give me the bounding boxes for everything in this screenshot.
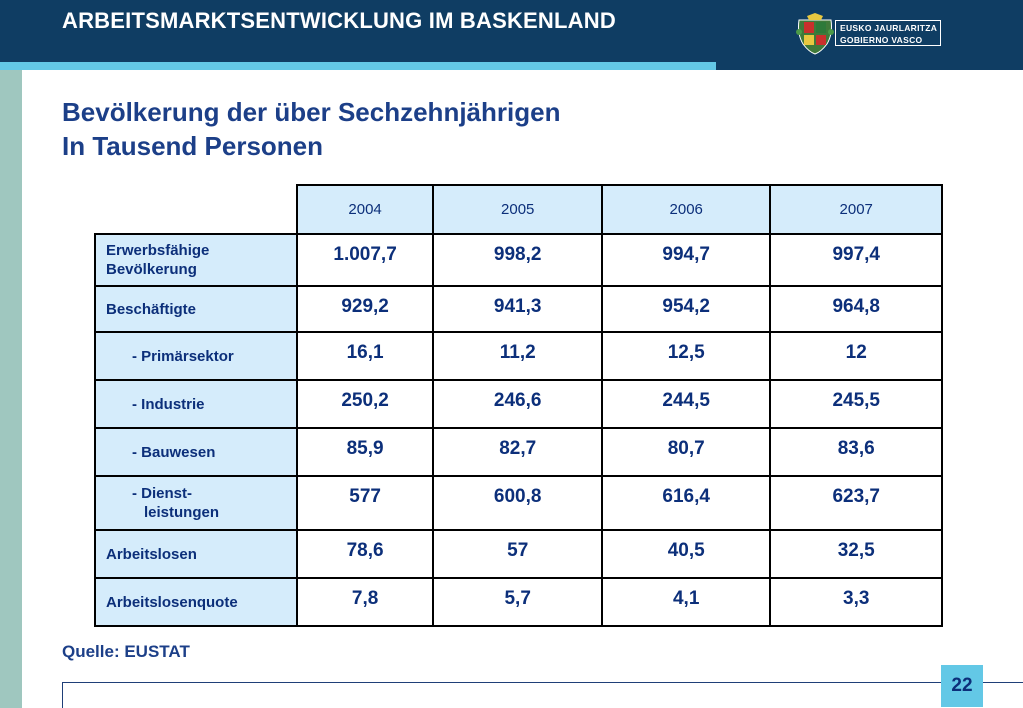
table-cell: 964,8 <box>769 285 943 333</box>
coat-of-arms-icon <box>796 13 834 55</box>
left-decorative-bar <box>0 70 22 708</box>
page-title-line2: In Tausend Personen <box>62 131 324 161</box>
table-cell: 600,8 <box>432 475 603 531</box>
table-cell: 12 <box>769 331 943 381</box>
row-label-text: - Dienst- <box>132 485 192 502</box>
table-cell: 82,7 <box>432 427 603 477</box>
year-header: 2007 <box>769 184 943 235</box>
row-label-beschaeftigte: Beschäftigte <box>94 285 298 333</box>
table-cell: 80,7 <box>600 427 772 477</box>
page-title: Bevölkerung der über Sechzehnjährigen In… <box>62 95 560 163</box>
table-row: - Industrie 250,2 246,6 244,5 245,5 <box>94 379 943 429</box>
labor-market-table: 2004 2005 2006 2007 Erwerbsfähige Bevölk… <box>94 184 943 627</box>
table-header-row: 2004 2005 2006 2007 <box>95 184 943 235</box>
table-cell: 997,4 <box>769 233 943 287</box>
footer-divider <box>62 682 1023 683</box>
table-cell: 941,3 <box>432 285 603 333</box>
page-title-line1: Bevölkerung der über Sechzehnjährigen <box>62 97 561 127</box>
header-bar <box>0 0 1023 70</box>
table-cell: 83,6 <box>769 427 943 477</box>
table-row: - Primärsektor 16,1 11,2 12,5 12 <box>94 331 943 381</box>
row-label-industrie: - Industrie <box>94 379 298 429</box>
table-cell: 5,7 <box>432 577 603 627</box>
basque-government-logo: EUSKO JAURLARITZA GOBIERNO VASCO <box>795 12 945 56</box>
table-cell: 1.007,7 <box>295 233 435 287</box>
row-label-arbeitslosenquote: Arbeitslosenquote <box>94 577 298 627</box>
table-cell: 32,5 <box>769 529 943 579</box>
footer-divider-tick <box>62 682 63 708</box>
row-label-dienstleistungen: - Dienst- leistungen <box>94 475 298 531</box>
table-corner-cell <box>95 185 297 234</box>
table-cell: 577 <box>295 475 435 531</box>
table-cell: 12,5 <box>600 331 772 381</box>
year-header: 2006 <box>600 184 772 235</box>
table-cell: 250,2 <box>295 379 435 429</box>
table-row: Beschäftigte 929,2 941,3 954,2 964,8 <box>94 285 943 333</box>
row-label-text: Bevölkerung <box>106 261 197 278</box>
table-cell: 998,2 <box>432 233 603 287</box>
table-row: Arbeitslosen 78,6 57 40,5 32,5 <box>94 529 943 579</box>
row-label-arbeitslosen: Arbeitslosen <box>94 529 298 579</box>
table-row: Arbeitslosenquote 7,8 5,7 4,1 3,3 <box>94 577 943 627</box>
header-title: ARBEITSMARKTSENTWICKLUNG IM BASKENLAND <box>62 8 616 33</box>
page-number: 22 <box>941 665 983 707</box>
table-cell: 623,7 <box>769 475 943 531</box>
table-cell: 3,3 <box>769 577 943 627</box>
table-cell: 57 <box>432 529 603 579</box>
table-cell: 11,2 <box>432 331 603 381</box>
table-cell: 244,5 <box>600 379 772 429</box>
logo-text-line2: GOBIERNO VASCO <box>840 35 923 45</box>
table-cell: 616,4 <box>600 475 772 531</box>
row-label-text: Erwerbsfähige <box>106 242 210 259</box>
table-cell: 4,1 <box>600 577 772 627</box>
table-row: Erwerbsfähige Bevölkerung 1.007,7 998,2 … <box>94 233 943 287</box>
table-cell: 85,9 <box>295 427 435 477</box>
table-cell: 40,5 <box>600 529 772 579</box>
year-header: 2005 <box>432 184 603 235</box>
row-label-primaersektor: - Primärsektor <box>94 331 298 381</box>
table-row: - Dienst- leistungen 577 600,8 616,4 623… <box>94 475 943 531</box>
table-cell: 16,1 <box>295 331 435 381</box>
source-note: Quelle: EUSTAT <box>62 642 190 661</box>
table-row: - Bauwesen 85,9 82,7 80,7 83,6 <box>94 427 943 477</box>
year-header: 2004 <box>295 184 435 235</box>
table-cell: 994,7 <box>600 233 772 287</box>
table-cell: 245,5 <box>769 379 943 429</box>
row-label-text: leistungen <box>144 504 220 521</box>
table-cell: 78,6 <box>295 529 435 579</box>
header-accent-strip <box>0 62 716 70</box>
logo-text-line1: EUSKO JAURLARITZA <box>840 23 938 33</box>
table-cell: 954,2 <box>600 285 772 333</box>
table-cell: 929,2 <box>295 285 435 333</box>
logo-text-box: EUSKO JAURLARITZA GOBIERNO VASCO <box>835 20 941 46</box>
table-cell: 246,6 <box>432 379 603 429</box>
row-label-erwerbsfaehige: Erwerbsfähige Bevölkerung <box>94 233 298 287</box>
row-label-bauwesen: - Bauwesen <box>94 427 298 477</box>
table-cell: 7,8 <box>295 577 435 627</box>
